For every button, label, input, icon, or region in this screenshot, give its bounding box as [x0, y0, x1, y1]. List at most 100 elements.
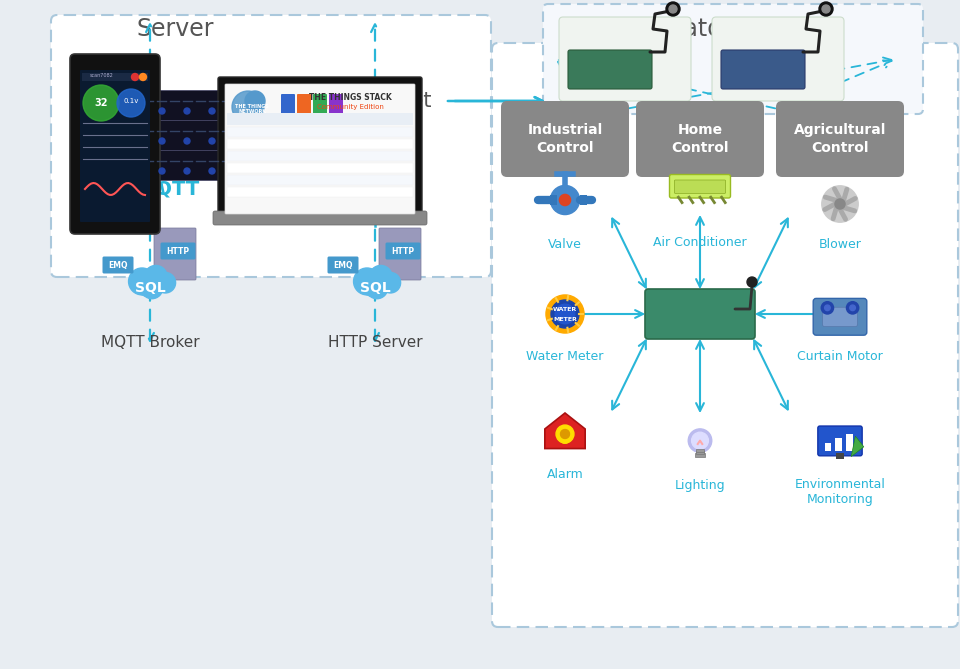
FancyBboxPatch shape	[124, 120, 227, 151]
Circle shape	[117, 89, 145, 117]
Text: WATER: WATER	[553, 306, 577, 312]
FancyBboxPatch shape	[636, 101, 764, 177]
Circle shape	[353, 268, 380, 295]
FancyBboxPatch shape	[227, 113, 413, 125]
Text: Water Meter: Water Meter	[526, 349, 604, 363]
FancyBboxPatch shape	[695, 453, 705, 457]
Text: HTTP: HTTP	[392, 246, 415, 256]
Text: THE THINGS STACK: THE THINGS STACK	[308, 92, 392, 102]
Circle shape	[555, 304, 575, 324]
Text: MQTT Broker: MQTT Broker	[101, 334, 200, 349]
FancyBboxPatch shape	[225, 84, 415, 214]
Circle shape	[556, 425, 574, 443]
FancyBboxPatch shape	[846, 434, 852, 452]
Circle shape	[184, 138, 190, 144]
Text: 0.1v: 0.1v	[123, 98, 138, 104]
Text: Industrial
Control: Industrial Control	[527, 123, 603, 155]
Circle shape	[159, 168, 165, 174]
FancyBboxPatch shape	[835, 438, 842, 452]
Circle shape	[362, 277, 381, 296]
Circle shape	[159, 108, 165, 114]
FancyBboxPatch shape	[543, 4, 923, 114]
Text: THE THINGS
NETWORK: THE THINGS NETWORK	[235, 104, 269, 114]
FancyBboxPatch shape	[669, 175, 731, 198]
FancyBboxPatch shape	[379, 228, 421, 280]
FancyBboxPatch shape	[160, 242, 196, 260]
Text: HTTP Server: HTTP Server	[327, 334, 422, 349]
Text: Curtain Motor: Curtain Motor	[797, 349, 883, 363]
FancyBboxPatch shape	[329, 94, 343, 114]
Circle shape	[822, 186, 858, 222]
FancyBboxPatch shape	[218, 77, 422, 221]
FancyBboxPatch shape	[813, 298, 867, 335]
Circle shape	[669, 5, 677, 13]
FancyBboxPatch shape	[227, 175, 413, 185]
FancyBboxPatch shape	[568, 50, 652, 89]
FancyBboxPatch shape	[227, 151, 413, 161]
Text: Concentrator/Gateway: Concentrator/Gateway	[576, 17, 844, 41]
FancyBboxPatch shape	[281, 94, 295, 114]
Circle shape	[691, 432, 708, 449]
Circle shape	[560, 195, 570, 205]
Text: HTTP: HTTP	[166, 246, 189, 256]
Circle shape	[546, 295, 584, 333]
FancyBboxPatch shape	[818, 426, 862, 456]
Circle shape	[83, 85, 119, 121]
Circle shape	[245, 91, 265, 111]
FancyBboxPatch shape	[124, 90, 227, 120]
FancyBboxPatch shape	[721, 50, 805, 89]
FancyBboxPatch shape	[227, 163, 413, 173]
FancyBboxPatch shape	[213, 211, 427, 225]
Text: MQTT: MQTT	[136, 179, 200, 199]
Polygon shape	[852, 436, 864, 457]
Text: SQL: SQL	[360, 281, 391, 295]
FancyBboxPatch shape	[227, 187, 413, 197]
FancyBboxPatch shape	[154, 228, 196, 280]
Text: Valve: Valve	[548, 237, 582, 250]
FancyBboxPatch shape	[559, 17, 691, 101]
FancyBboxPatch shape	[674, 180, 726, 193]
Circle shape	[129, 268, 156, 295]
FancyBboxPatch shape	[297, 94, 311, 114]
Circle shape	[366, 277, 388, 299]
FancyBboxPatch shape	[776, 101, 904, 177]
Circle shape	[370, 266, 393, 288]
Text: METER: METER	[553, 316, 577, 322]
FancyBboxPatch shape	[695, 451, 705, 454]
Polygon shape	[545, 413, 586, 448]
FancyBboxPatch shape	[386, 242, 420, 260]
Circle shape	[551, 300, 579, 328]
Circle shape	[380, 272, 400, 293]
Circle shape	[209, 108, 215, 114]
Text: Agricultural
Control: Agricultural Control	[794, 123, 886, 155]
Text: Blower: Blower	[819, 237, 861, 250]
Text: Server: Server	[136, 17, 214, 41]
Circle shape	[134, 108, 140, 114]
Text: Air Conditioner: Air Conditioner	[653, 235, 747, 248]
FancyBboxPatch shape	[124, 151, 227, 181]
FancyBboxPatch shape	[227, 127, 413, 137]
FancyBboxPatch shape	[550, 195, 558, 205]
Text: HTTP: HTTP	[364, 179, 421, 199]
Text: Lighting: Lighting	[675, 480, 726, 492]
FancyBboxPatch shape	[70, 54, 160, 234]
FancyBboxPatch shape	[313, 94, 327, 114]
Circle shape	[747, 277, 757, 287]
FancyBboxPatch shape	[580, 195, 587, 205]
FancyBboxPatch shape	[645, 289, 755, 339]
FancyBboxPatch shape	[227, 139, 413, 149]
Circle shape	[835, 199, 845, 209]
Circle shape	[819, 2, 833, 16]
FancyBboxPatch shape	[80, 70, 150, 222]
Circle shape	[184, 108, 190, 114]
Text: EMQ: EMQ	[333, 260, 352, 270]
FancyBboxPatch shape	[82, 73, 148, 81]
Circle shape	[847, 302, 859, 314]
FancyBboxPatch shape	[51, 15, 491, 277]
Circle shape	[139, 74, 147, 80]
Circle shape	[666, 2, 680, 16]
FancyBboxPatch shape	[327, 256, 358, 274]
Circle shape	[825, 305, 830, 310]
Circle shape	[134, 168, 140, 174]
Circle shape	[156, 272, 176, 293]
